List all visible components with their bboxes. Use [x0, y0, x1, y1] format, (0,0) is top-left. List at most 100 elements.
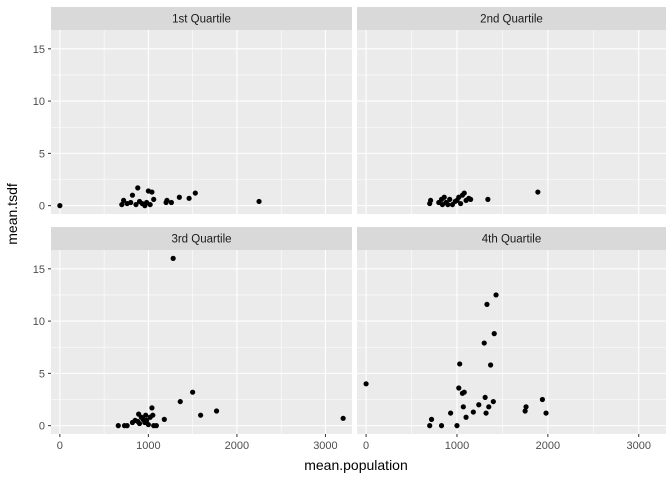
data-point — [151, 196, 157, 202]
data-point — [57, 203, 63, 209]
data-point — [170, 255, 176, 261]
data-point — [133, 201, 139, 208]
data-point — [128, 199, 134, 206]
data-point — [481, 340, 487, 346]
axes: 0 5 10 15 0 5 10 15 0 1000 2000 3000 0 1000 2000 3000 — [33, 44, 651, 452]
data-point — [153, 423, 159, 429]
data-point — [136, 420, 143, 427]
facet-strip-label: 3rd Quartile — [171, 234, 231, 246]
data-point — [461, 389, 467, 395]
x-axis-title: mean.population — [304, 457, 408, 473]
data-point — [438, 423, 445, 429]
data-point — [484, 301, 490, 307]
x-tick-label: 2000 — [536, 440, 560, 452]
data-point — [454, 423, 460, 429]
data-point — [463, 414, 469, 420]
data-point — [147, 201, 153, 208]
data-point — [441, 194, 447, 200]
data-point — [176, 194, 182, 200]
y-tick-label: 5 — [39, 148, 45, 160]
data-point — [144, 417, 150, 424]
data-point — [115, 423, 121, 429]
x-tick-label: 0 — [363, 440, 369, 452]
data-point — [485, 196, 491, 202]
data-point — [150, 412, 156, 418]
data-point — [129, 192, 136, 198]
data-point — [256, 198, 262, 205]
data-point — [458, 200, 464, 207]
data-point — [192, 190, 198, 196]
y-tick-label: 10 — [33, 316, 45, 328]
data-point — [461, 190, 467, 196]
data-point — [523, 404, 529, 410]
data-point — [487, 362, 494, 368]
data-point — [143, 412, 149, 418]
facet-panels: 1st Quartile 2nd Quartile 3rd Quartile 4th … — [51, 7, 666, 434]
y-tick-label: 0 — [39, 201, 45, 213]
data-point — [456, 385, 462, 391]
facet-strip-background — [357, 227, 666, 250]
y-tick-label: 15 — [33, 44, 45, 56]
data-point — [427, 423, 433, 429]
facet-strip-label: 4th Quartile — [482, 234, 541, 246]
data-point — [457, 361, 463, 367]
facet-strip-background — [51, 7, 352, 30]
data-point — [447, 196, 453, 202]
y-axis-title: mean.tsdf — [4, 183, 20, 245]
y-tick-label: 5 — [39, 368, 45, 380]
data-point — [543, 410, 549, 416]
data-point — [149, 405, 155, 411]
panel-background — [357, 250, 666, 434]
data-point — [460, 404, 466, 410]
data-point — [190, 389, 196, 395]
data-point — [124, 423, 130, 429]
y-tick-label: 15 — [33, 264, 45, 276]
x-tick-label: 1000 — [445, 440, 469, 452]
data-point — [490, 398, 496, 405]
data-point — [164, 197, 170, 204]
facet-strip-background — [51, 227, 352, 250]
data-point — [493, 292, 499, 298]
data-point — [161, 416, 167, 422]
data-point — [340, 415, 346, 421]
data-point — [135, 185, 141, 191]
panel-background — [357, 30, 666, 214]
data-point — [428, 197, 434, 204]
data-point — [468, 196, 474, 202]
data-point — [522, 408, 528, 414]
y-tick-label: 0 — [39, 421, 45, 433]
data-point — [535, 189, 541, 195]
data-point — [476, 402, 482, 408]
data-point — [486, 404, 492, 410]
data-point — [177, 398, 183, 405]
facet-panel-2: 2nd Quartile — [357, 7, 666, 214]
x-tick-label: 1000 — [136, 440, 160, 452]
facet-panel-4: 4th Quartile — [357, 227, 666, 434]
data-point — [470, 409, 476, 415]
data-point — [445, 201, 451, 208]
data-point — [198, 412, 204, 418]
data-point — [186, 195, 192, 201]
data-point — [149, 189, 155, 195]
facet-panel-1: 1st Quartile — [51, 7, 352, 214]
data-point — [448, 410, 454, 416]
facet-strip-label: 2nd Quartile — [480, 14, 543, 26]
data-point — [491, 331, 497, 337]
data-point — [213, 408, 220, 414]
x-tick-label: 3000 — [313, 440, 337, 452]
panel-background — [51, 250, 352, 434]
data-point — [363, 381, 369, 387]
data-point — [168, 199, 174, 206]
x-tick-label: 3000 — [626, 440, 650, 452]
facet-strip-label: 1st Quartile — [172, 14, 231, 26]
data-point — [482, 394, 488, 401]
facet-strip-background — [357, 7, 666, 30]
data-point — [428, 416, 435, 422]
data-point — [539, 396, 546, 403]
data-point — [145, 421, 151, 428]
x-tick-label: 0 — [57, 440, 63, 452]
facet-panel-3: 3rd Quartile — [51, 227, 352, 434]
panel-background — [51, 30, 352, 214]
data-point — [483, 410, 489, 416]
y-tick-label: 10 — [33, 96, 45, 108]
